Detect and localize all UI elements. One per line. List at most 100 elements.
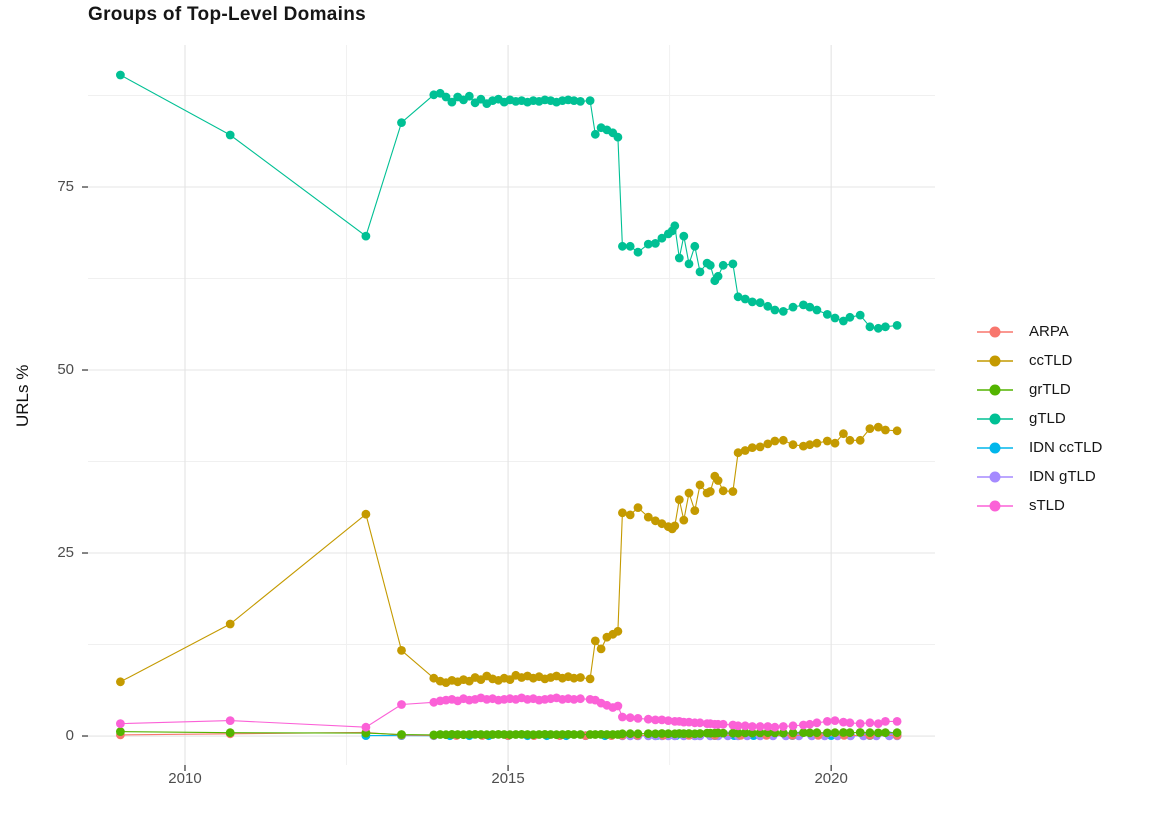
data-point <box>812 728 822 738</box>
data-point <box>116 677 125 687</box>
data-point <box>613 132 623 142</box>
data-point <box>643 512 653 522</box>
data-point <box>881 728 890 738</box>
page-title: Groups of Top-Level Domains <box>88 4 366 25</box>
data-point <box>225 130 235 140</box>
data-point <box>865 728 875 738</box>
data-point <box>822 436 832 446</box>
series-line <box>120 74 898 329</box>
data-point <box>881 425 890 435</box>
y-tick-label-50: 50 <box>57 361 74 378</box>
data-point <box>755 722 765 731</box>
data-point <box>747 722 757 731</box>
legend-item-idn-gtld: IDN gTLD <box>976 462 1102 491</box>
data-point <box>569 673 579 683</box>
data-point <box>657 233 667 243</box>
y-tick-label-75: 75 <box>57 178 74 195</box>
data-point <box>674 495 684 504</box>
data-point <box>788 302 798 312</box>
data-point <box>778 722 788 731</box>
data-point <box>778 307 788 316</box>
data-point <box>770 436 780 446</box>
legend-label: IDN gTLD <box>1029 468 1096 485</box>
data-point <box>713 476 723 485</box>
data-point <box>576 97 585 106</box>
data-point <box>812 718 822 728</box>
data-point <box>569 730 579 739</box>
series-cctld <box>116 422 902 687</box>
data-point <box>625 241 635 251</box>
data-point <box>755 442 765 452</box>
data-point <box>865 424 875 433</box>
legend-key-icon <box>977 384 1013 395</box>
data-point <box>873 323 883 333</box>
data-point <box>429 730 439 740</box>
data-point <box>845 435 855 445</box>
data-point <box>643 714 653 724</box>
data-point <box>892 717 902 726</box>
data-point <box>718 728 728 738</box>
data-point <box>718 486 728 496</box>
data-point <box>812 305 822 315</box>
data-point <box>625 729 635 739</box>
data-point <box>755 728 765 738</box>
data-point <box>464 91 474 101</box>
data-point <box>763 301 773 311</box>
legend-item-stld: sTLD <box>976 491 1102 520</box>
data-point <box>695 480 705 490</box>
data-point <box>763 722 773 731</box>
legend-item-idn-cctld: IDN ccTLD <box>976 433 1102 462</box>
data-point <box>679 231 689 241</box>
data-point <box>873 422 883 432</box>
data-point <box>855 435 865 445</box>
data-point <box>778 728 788 738</box>
data-point <box>788 440 798 450</box>
legend-item-grtld: grTLD <box>976 375 1102 404</box>
data-point <box>892 426 902 436</box>
legend-key-icon <box>977 471 1013 482</box>
data-point <box>625 510 635 520</box>
data-point <box>799 728 808 738</box>
data-point <box>690 241 700 251</box>
data-point <box>679 515 689 525</box>
data-point <box>663 729 673 739</box>
data-point <box>799 720 808 730</box>
legend-item-gtld: gTLD <box>976 404 1102 433</box>
data-point <box>873 719 883 728</box>
data-point <box>805 302 815 312</box>
series-grtld <box>116 727 902 740</box>
data-point <box>740 721 750 731</box>
data-point <box>865 718 875 728</box>
data-point <box>733 728 743 738</box>
data-point <box>397 700 406 709</box>
data-point <box>569 96 579 105</box>
data-point <box>397 730 406 739</box>
data-point <box>740 446 750 455</box>
data-point <box>881 322 890 332</box>
data-point <box>788 721 798 731</box>
legend-key-icon <box>977 413 1013 424</box>
data-point <box>865 322 875 332</box>
data-point <box>755 298 765 308</box>
data-point <box>651 729 660 739</box>
data-point <box>728 487 738 496</box>
data-point <box>695 718 705 728</box>
data-point <box>733 721 743 731</box>
data-point <box>225 716 235 725</box>
data-point <box>695 729 705 738</box>
data-point <box>830 728 840 738</box>
data-point <box>651 239 660 248</box>
data-point <box>747 443 757 452</box>
data-point <box>892 321 902 330</box>
data-point <box>585 674 595 684</box>
data-point <box>845 312 855 322</box>
data-point <box>657 715 667 725</box>
data-point <box>618 729 627 739</box>
legend-label: IDN ccTLD <box>1029 439 1103 456</box>
x-tick-label-2020: 2020 <box>814 770 848 787</box>
data-point <box>718 719 728 729</box>
data-point <box>695 267 705 277</box>
legend-key-icon <box>977 326 1013 337</box>
data-point <box>576 694 585 704</box>
